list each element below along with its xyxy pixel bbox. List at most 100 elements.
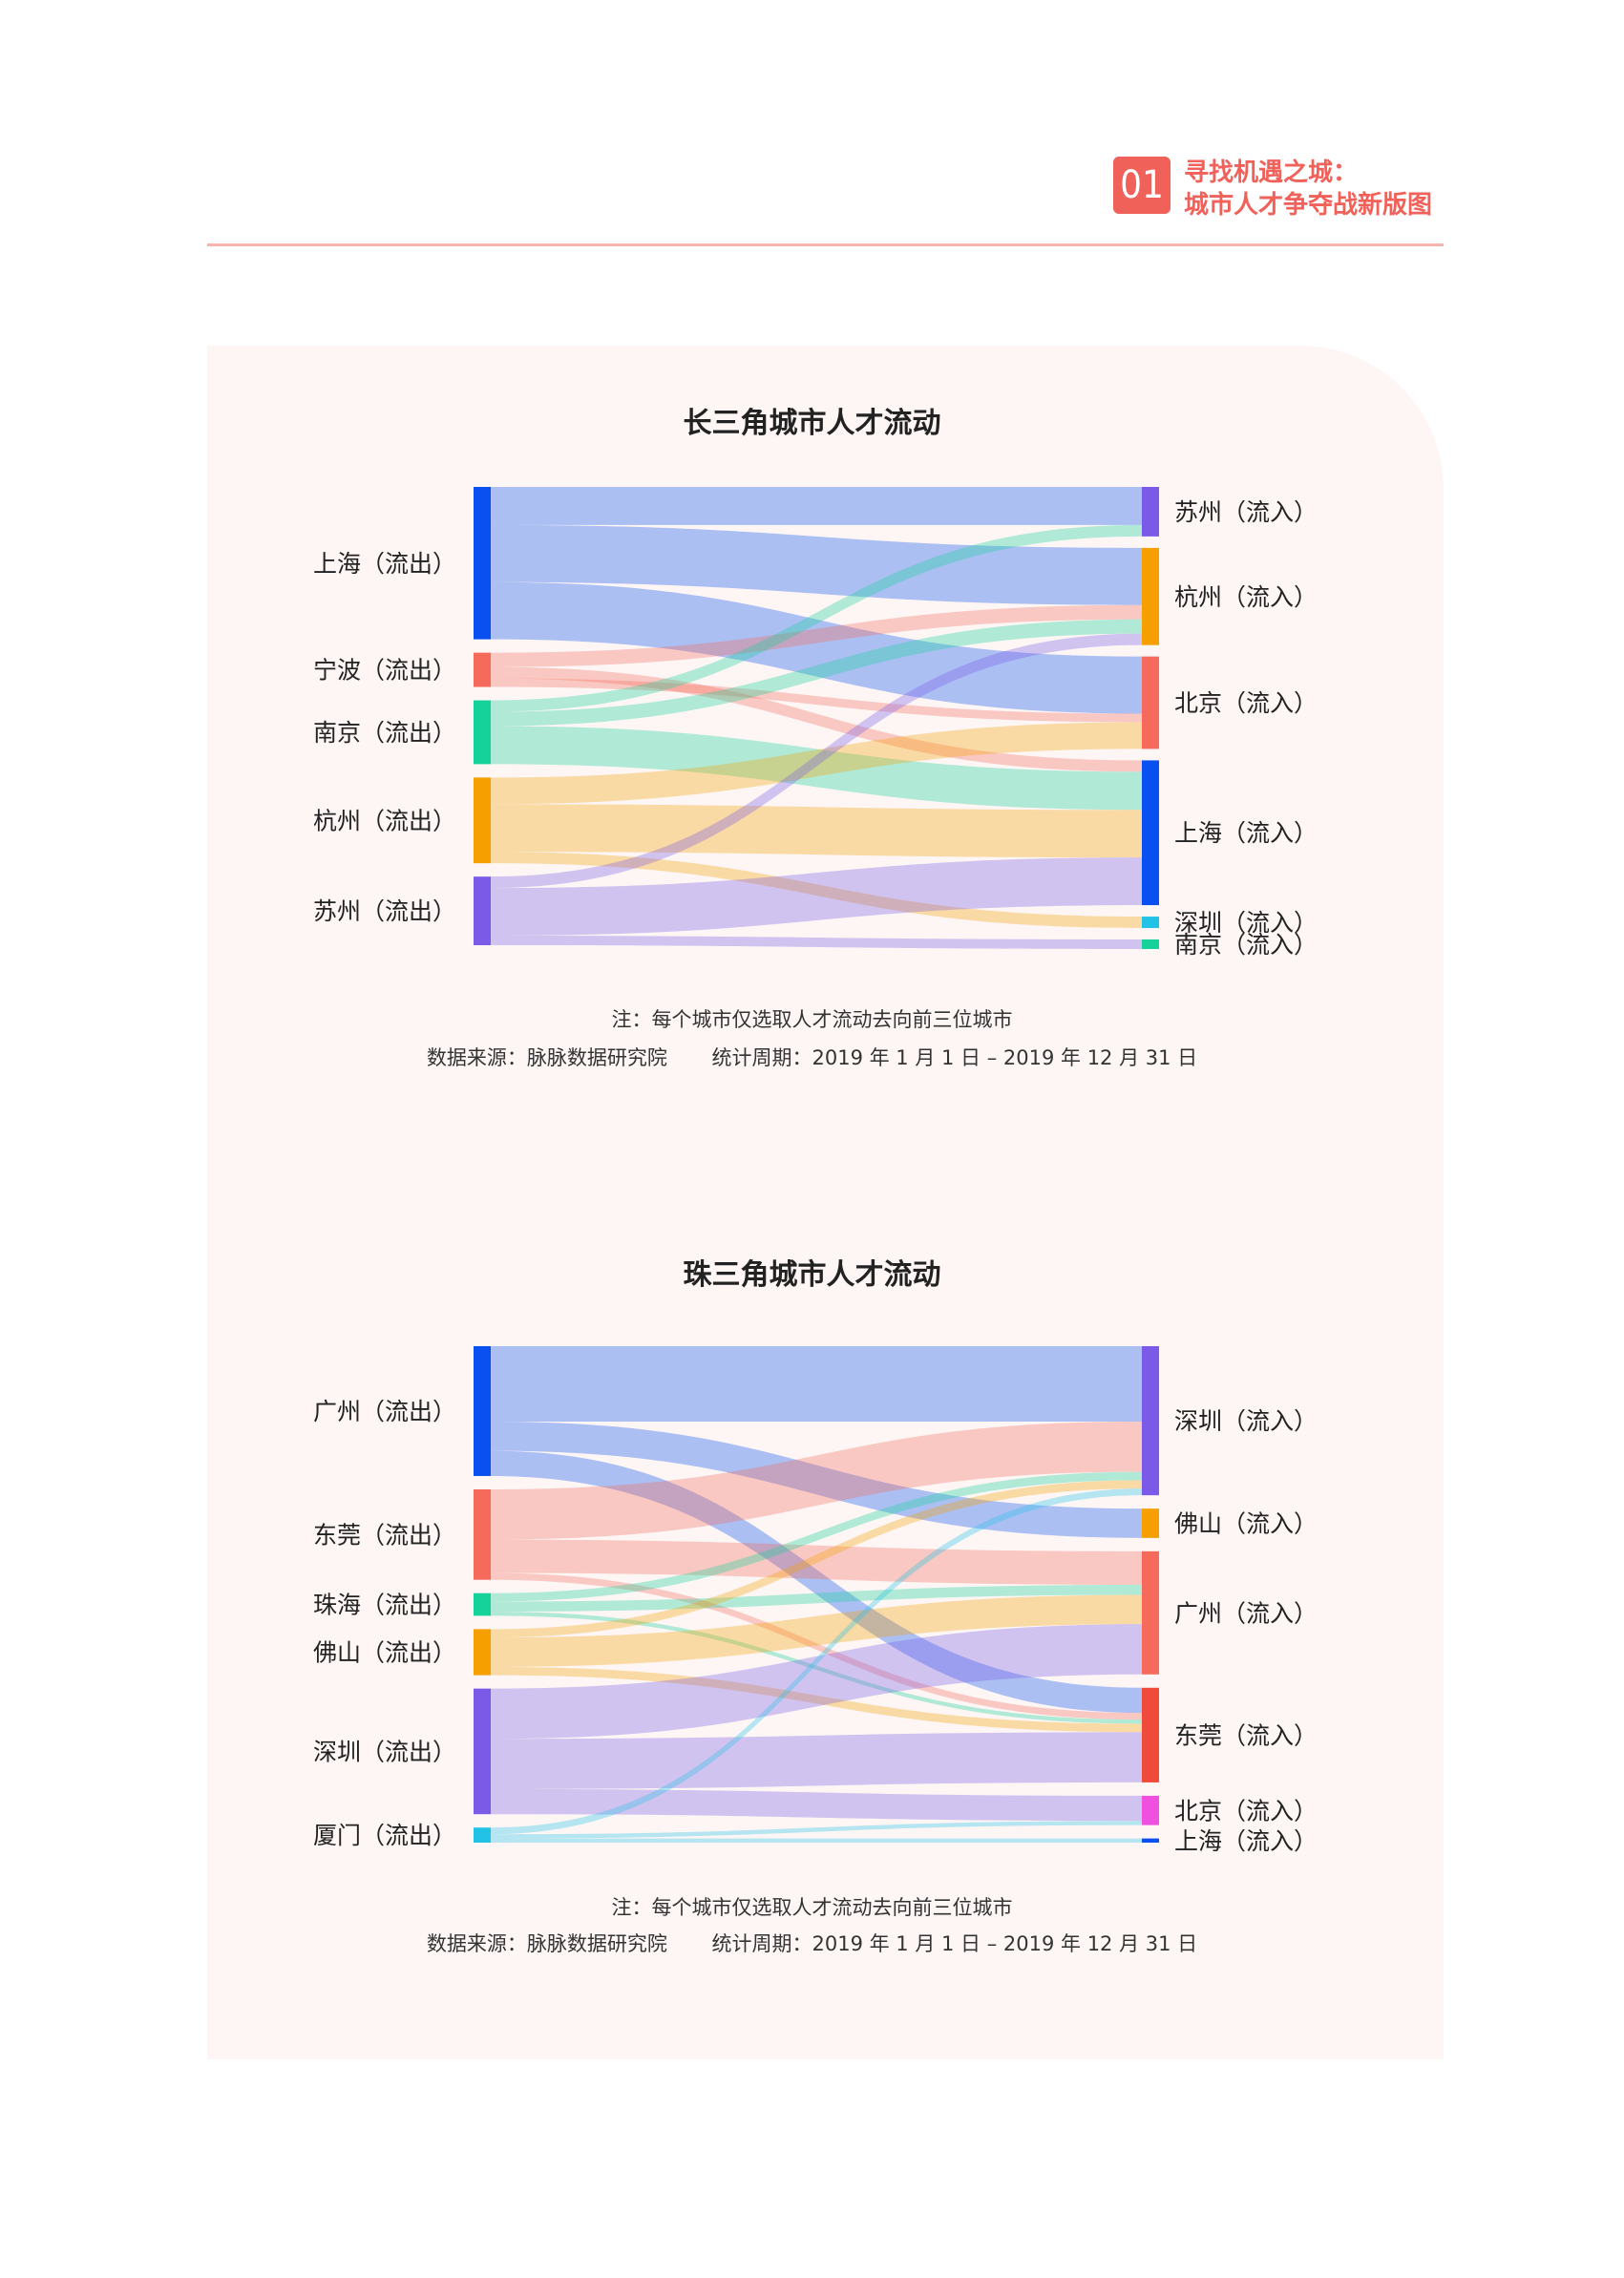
sankey-link-南京（流出）-上海（流入）: [491, 726, 1142, 811]
target-node-bar: [1142, 547, 1159, 645]
source-node-bar: [474, 700, 491, 765]
target-node-label: 佛山（流入）: [1174, 1509, 1318, 1537]
source-node-bar: [474, 652, 491, 687]
sankey-link-深圳（流出）-北京（流入）: [491, 1788, 1142, 1822]
chart-note-yangtze: 注：每个城市仅选取人才流动去向前三位城市: [611, 1008, 1013, 1031]
target-node-bar: [1142, 1795, 1159, 1825]
sankey-link-东莞（流出）-广州（流入）: [491, 1539, 1142, 1585]
sankey-link-苏州（流出）-南京（流入）: [491, 936, 1142, 949]
target-node-bar: [1142, 1550, 1159, 1675]
sankey-link-上海（流出）-杭州（流入）: [491, 524, 1142, 605]
source-node-label: 杭州（流出）: [313, 807, 456, 834]
chart-source-yangtze: 数据来源：脉脉数据研究院 统计周期：2019 年 1 月 1 日 – 2019 …: [0, 1043, 1624, 1071]
sankey-link-厦门（流出）-深圳（流入）: [491, 1488, 1142, 1835]
sankey-link-东莞（流出）-深圳（流入）: [491, 1421, 1142, 1540]
target-node-label: 广州（流入）: [1174, 1599, 1318, 1627]
target-node-label: 杭州（流入）: [1174, 583, 1318, 611]
source-node-label: 东莞（流出）: [313, 1521, 456, 1549]
sankey-link-宁波（流出）-北京（流入）: [491, 678, 1142, 723]
source-node-bar: [474, 1827, 491, 1843]
target-node-bar: [1142, 939, 1159, 949]
section-title-line-2: 城市人才争夺战新版图: [1184, 191, 1433, 220]
target-node-label: 北京（流入）: [1174, 1797, 1318, 1825]
source-node-bar: [474, 1346, 491, 1476]
source-node-bar: [474, 1629, 491, 1676]
sankey-link-上海（流出）-苏州（流入）: [491, 487, 1142, 525]
section-number-badge: 01: [1113, 157, 1171, 214]
sankey-link-厦门（流出）-北京（流入）: [491, 1821, 1142, 1839]
source-node-label: 佛山（流出）: [313, 1639, 456, 1667]
source-node-label: 珠海（流出）: [313, 1592, 456, 1619]
sankey-links: [491, 1346, 1142, 1843]
source-node-label: 广州（流出）: [313, 1398, 456, 1425]
source-node-label: 深圳（流出）: [313, 1738, 456, 1765]
sankey-link-厦门（流出）-上海（流入）: [491, 1838, 1142, 1843]
sankey-link-珠海（流出）-东莞（流入）: [491, 1612, 1142, 1724]
target-node-bar: [1142, 917, 1159, 929]
chart-note-pearl: 注：每个城市仅选取人才流动去向前三位城市: [611, 1896, 1013, 1919]
source-node-label: 宁波（流出）: [313, 657, 456, 685]
source-node-bar: [474, 777, 491, 864]
sankey-link-苏州（流出）-上海（流入）: [491, 857, 1142, 937]
sankey-nodes: 上海（流出） 宁波（流出） 南京（流出） 杭州（流出） 苏州（流出） 苏州（流入） 杭州（流…: [313, 487, 1318, 959]
section-title-line-1: 寻找机遇之城：: [1184, 158, 1359, 187]
target-node-label: 上海（流入）: [1174, 1827, 1318, 1855]
sankey-link-佛山（流出）-东莞（流入）: [491, 1666, 1142, 1733]
sankey-link-南京（流出）-苏州（流入）: [491, 524, 1142, 712]
sankey-link-南京（流出）-杭州（流入）: [491, 619, 1142, 727]
source-node-label: 南京（流出）: [313, 719, 456, 747]
sankey-chart-yangtze: 上海（流出） 宁波（流出） 南京（流出） 杭州（流出） 苏州（流出） 苏州（流入） 杭州（流…: [313, 487, 1318, 959]
period-label: 统计周期：2019 年 1 月 1 日 – 2019 年 12 月 31 日: [711, 1046, 1198, 1069]
sankey-link-珠海（流出）-广州（流入）: [491, 1584, 1142, 1612]
source-node-bar: [474, 876, 491, 945]
sankey-link-杭州（流出）-深圳（流入）: [491, 852, 1142, 929]
sankey-link-东莞（流出）-东莞（流入）: [491, 1572, 1142, 1720]
source-node-label: 上海（流出）: [313, 550, 456, 578]
source-node-bar: [474, 487, 491, 640]
target-node-bar: [1142, 760, 1159, 906]
sankey-link-宁波（流出）-杭州（流入）: [491, 604, 1142, 667]
target-node-label: 苏州（流入）: [1174, 498, 1318, 526]
sankey-link-深圳（流出）-广州（流入）: [491, 1624, 1142, 1740]
target-node-bar: [1142, 487, 1159, 537]
sankey-link-珠海（流出）-深圳（流入）: [491, 1471, 1142, 1602]
target-node-label: 深圳（流入）: [1174, 909, 1318, 937]
sankey-link-广州（流出）-东莞（流入）: [491, 1450, 1142, 1714]
target-node-bar: [1142, 656, 1159, 749]
period-label: 统计周期：2019 年 1 月 1 日 – 2019 年 12 月 31 日: [711, 1932, 1198, 1955]
chart-source-pearl: 数据来源：脉脉数据研究院 统计周期：2019 年 1 月 1 日 – 2019 …: [0, 1929, 1624, 1957]
sankey-link-杭州（流出）-上海（流入）: [491, 804, 1142, 858]
sankey-links: [491, 487, 1142, 949]
source-node-label: 苏州（流出）: [313, 897, 456, 925]
target-node-label: 深圳（流入）: [1174, 1407, 1318, 1435]
target-node-label: 南京（流入）: [1174, 931, 1318, 959]
target-node-bar: [1142, 1687, 1159, 1782]
sankey-link-苏州（流出）-杭州（流入）: [491, 633, 1142, 889]
sankey-link-广州（流出）-佛山（流入）: [491, 1421, 1142, 1538]
target-node-label: 上海（流入）: [1174, 819, 1318, 847]
source-node-bar: [474, 1592, 491, 1616]
target-node-bar: [1142, 1346, 1159, 1496]
sankey-link-深圳（流出）-东莞（流入）: [491, 1732, 1142, 1789]
sankey-link-佛山（流出）-深圳（流入）: [491, 1480, 1142, 1638]
header-divider: [207, 243, 1444, 246]
sankey-chart-pearl: 广州（流出） 东莞（流出） 珠海（流出） 佛山（流出） 深圳（流出） 厦门（流出） 深圳（流…: [313, 1346, 1318, 1855]
target-node-label: 东莞（流入）: [1174, 1721, 1318, 1749]
chart-panel: [207, 346, 1444, 2059]
target-node-bar: [1142, 1838, 1159, 1843]
chart-title-pearl: 珠三角城市人才流动: [683, 1258, 941, 1292]
sankey-nodes: 广州（流出） 东莞（流出） 珠海（流出） 佛山（流出） 深圳（流出） 厦门（流出） 深圳（流…: [313, 1346, 1318, 1855]
source-label: 数据来源：脉脉数据研究院: [426, 1932, 667, 1955]
source-node-bar: [474, 1488, 491, 1580]
sankey-link-上海（流出）-北京（流入）: [491, 581, 1142, 714]
target-node-bar: [1142, 1508, 1159, 1538]
target-node-label: 北京（流入）: [1174, 689, 1318, 717]
sankey-link-佛山（流出）-广州（流入）: [491, 1594, 1142, 1667]
sankey-link-宁波（流出）-上海（流入）: [491, 666, 1142, 772]
source-node-bar: [474, 1688, 491, 1815]
sankey-link-广州（流出）-深圳（流入）: [491, 1346, 1142, 1422]
source-node-label: 厦门（流出）: [313, 1822, 456, 1849]
source-label: 数据来源：脉脉数据研究院: [426, 1046, 667, 1069]
chart-title-yangtze: 长三角城市人才流动: [683, 407, 941, 440]
sankey-link-杭州（流出）-北京（流入）: [491, 722, 1142, 805]
